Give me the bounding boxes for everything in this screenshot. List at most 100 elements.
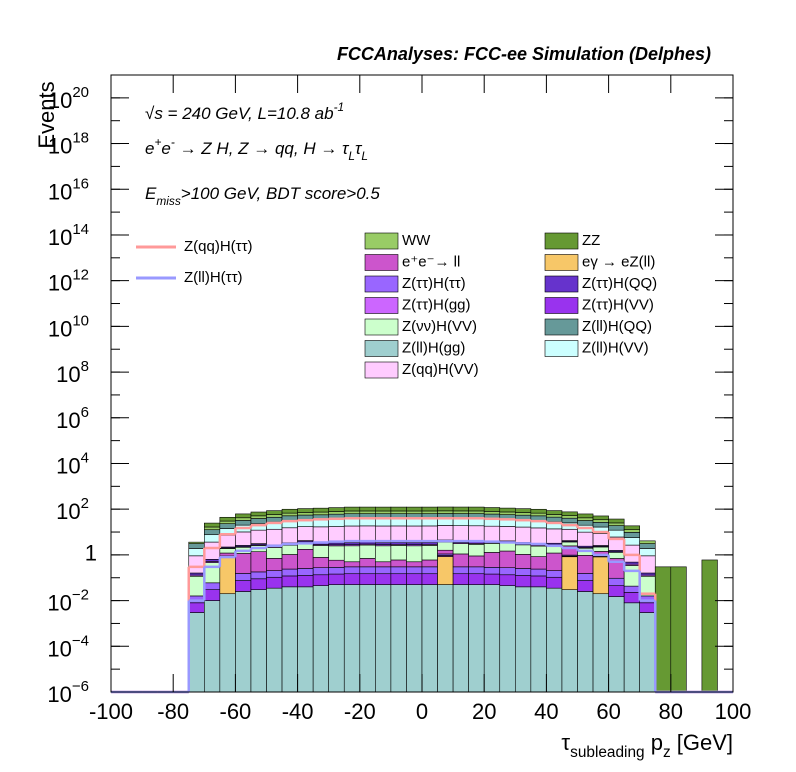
bar-segment bbox=[406, 573, 423, 585]
bar-segment bbox=[250, 511, 267, 517]
text-piece: τ bbox=[355, 139, 363, 158]
bar-segment bbox=[204, 541, 221, 560]
bar-segment bbox=[343, 584, 361, 693]
bar-segment bbox=[452, 573, 469, 585]
bar-segment bbox=[406, 566, 423, 575]
annotation: e+e- → Z H, Z → qq, H → τLτL bbox=[145, 135, 368, 163]
bar-segment bbox=[701, 559, 718, 693]
text-piece: miss bbox=[156, 194, 180, 208]
bar-segment bbox=[312, 567, 329, 576]
text-piece: z bbox=[663, 744, 671, 761]
bar-segment bbox=[219, 534, 236, 548]
bar-segment bbox=[390, 510, 407, 514]
y-tick-label: 10−4 bbox=[47, 633, 89, 661]
bar-segment bbox=[577, 591, 594, 693]
bar-segment bbox=[421, 518, 438, 527]
y-tick-exponent: −6 bbox=[72, 678, 89, 695]
y-tick-base: 10 bbox=[56, 408, 80, 433]
bar-segment bbox=[437, 556, 454, 585]
bar-segment bbox=[623, 592, 641, 604]
bar-segment bbox=[328, 559, 345, 568]
bar-segment bbox=[188, 543, 205, 549]
bar-segment bbox=[592, 533, 609, 546]
bar-segment bbox=[235, 517, 252, 521]
bar-segment bbox=[577, 520, 594, 526]
x-axis-label: τsubleading pz [GeV] bbox=[561, 730, 733, 761]
y-tick-exponent: 8 bbox=[81, 359, 89, 376]
bar-segment bbox=[343, 506, 361, 512]
bar-segment bbox=[577, 580, 594, 592]
bar-segment bbox=[639, 540, 656, 544]
bar-segment bbox=[530, 508, 547, 514]
bar-segment bbox=[281, 575, 298, 588]
bar-segment bbox=[406, 584, 423, 693]
bar-segment bbox=[623, 544, 641, 563]
bar-segment bbox=[406, 506, 423, 512]
bar-segment bbox=[670, 566, 687, 693]
bar-segment bbox=[204, 526, 221, 531]
bar-segment bbox=[297, 586, 314, 693]
legend-label: eγ → eZ(ll) bbox=[582, 253, 655, 270]
bar-segment bbox=[623, 561, 641, 565]
bar-segment bbox=[514, 508, 532, 513]
bar-segment bbox=[483, 543, 501, 553]
x-tick-label: 0 bbox=[416, 699, 428, 724]
bar-segment bbox=[452, 584, 469, 693]
bar-segment bbox=[266, 587, 283, 693]
bar-segment bbox=[483, 525, 501, 542]
bar-segment bbox=[561, 589, 578, 693]
bar-segment bbox=[406, 518, 423, 527]
bar-segment bbox=[343, 545, 361, 563]
text-piece: + bbox=[154, 135, 161, 149]
bar-segment bbox=[608, 522, 625, 526]
y-tick-label: 1020 bbox=[48, 84, 89, 112]
bar-segment bbox=[188, 575, 205, 597]
y-tick-exponent: −2 bbox=[72, 587, 89, 604]
x-tick-label: 40 bbox=[534, 699, 558, 724]
bar-segment bbox=[297, 575, 314, 588]
bar-segment bbox=[312, 585, 329, 693]
legend-label: WW bbox=[402, 232, 431, 249]
legend-label: Z(qq)H(ττ) bbox=[184, 238, 253, 255]
bar-segment bbox=[235, 513, 252, 519]
bar-segment bbox=[577, 573, 594, 581]
bar-segment bbox=[452, 510, 469, 514]
bar-segment bbox=[219, 520, 236, 524]
bar-segment bbox=[608, 525, 625, 531]
bar-segment bbox=[654, 566, 672, 693]
bar-segment bbox=[390, 559, 407, 568]
text-piece: subleading bbox=[570, 744, 644, 761]
bar-segment bbox=[592, 593, 609, 693]
bar-segment bbox=[281, 544, 298, 555]
annotation: √s = 240 GeV, L=10.8 ab-1 bbox=[145, 100, 344, 123]
bar-segment bbox=[281, 508, 298, 514]
bar-segment bbox=[546, 570, 563, 578]
bar-segment bbox=[437, 549, 454, 555]
legend-swatch bbox=[364, 275, 399, 293]
bar-segment bbox=[546, 528, 563, 544]
bar-segment bbox=[328, 518, 345, 527]
y-axis-label: Events bbox=[34, 81, 59, 148]
x-tick-label: -60 bbox=[220, 699, 252, 724]
bar-segment bbox=[281, 554, 298, 570]
bar-segment bbox=[499, 567, 516, 576]
y-tick-exponent: 18 bbox=[72, 130, 89, 147]
bar-segment bbox=[359, 510, 376, 514]
text-piece: p bbox=[645, 730, 663, 755]
y-tick-base: 10 bbox=[56, 499, 80, 524]
bar-segment bbox=[561, 541, 578, 547]
bar-segment bbox=[281, 568, 298, 577]
bar-segment bbox=[530, 575, 547, 588]
text-piece: τ bbox=[561, 730, 570, 755]
bar-segment bbox=[608, 529, 625, 538]
y-tick-label: 1016 bbox=[48, 176, 89, 204]
bar-segment bbox=[204, 600, 221, 693]
bar-segment bbox=[219, 593, 236, 693]
bar-segment bbox=[375, 566, 392, 575]
bar-segment bbox=[250, 578, 267, 590]
y-tick-base: 10 bbox=[47, 636, 71, 661]
chart-title: FCCAnalyses: FCC-ee Simulation (Delphes) bbox=[337, 44, 711, 64]
bar-segment bbox=[219, 552, 236, 557]
bar-segment bbox=[188, 602, 205, 613]
legend-swatch bbox=[544, 340, 579, 357]
